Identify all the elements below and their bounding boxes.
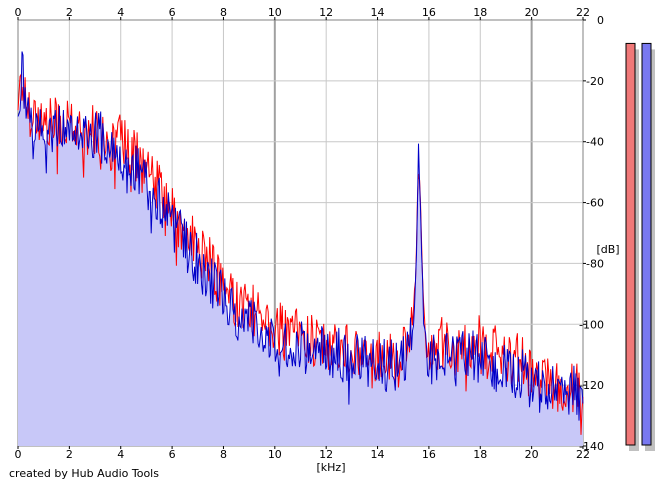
level-meters: [625, 42, 655, 452]
x-tick-label-bottom: 8: [220, 448, 227, 461]
x-tick-label-top: 0: [15, 6, 22, 19]
x-axis-label: [kHz]: [317, 461, 346, 474]
credit-text: created by Hub Audio Tools: [9, 467, 159, 480]
x-tick-label-top: 12: [319, 6, 333, 19]
spectrum-fill: [18, 51, 583, 446]
y-tick-label: -120: [579, 379, 604, 392]
series-line-right-channel: [17, 51, 584, 421]
x-tick-label-top: 10: [268, 6, 282, 19]
x-tick-label-bottom: 16: [422, 448, 436, 461]
x-tick-label-bottom: 18: [473, 448, 487, 461]
x-tick-label-bottom: 2: [66, 448, 73, 461]
x-tick-label-bottom: 4: [117, 448, 124, 461]
y-tick-label: -40: [586, 136, 604, 149]
y-axis-ticks: 0 -20 -40 -60 -80 -100 -120 -140: [579, 14, 604, 453]
y-tick-label: -80: [586, 257, 604, 270]
series-lines: [17, 51, 584, 435]
x-tick-label-top: 2: [66, 6, 73, 19]
x-tick-label-bottom: 20: [525, 448, 539, 461]
meter-left-bar: [625, 42, 636, 446]
spectrum-area-fill: [18, 51, 583, 446]
x-tick-label-bottom: 6: [169, 448, 176, 461]
y-tick-label: 0: [597, 14, 604, 27]
x-tick-label-top: 16: [422, 6, 436, 19]
x-tick-label-bottom: 14: [371, 448, 385, 461]
x-tick-label-top: 18: [473, 6, 487, 19]
x-tick-label-top: 8: [220, 6, 227, 19]
y-tick-label: -60: [586, 197, 604, 210]
x-tick-label-top: 20: [525, 6, 539, 19]
y-axis-label: [dB]: [596, 243, 619, 256]
x-tick-label-bottom: 10: [268, 448, 282, 461]
x-tick-label-top: 14: [371, 6, 385, 19]
x-tick-label-bottom: 0: [15, 448, 22, 461]
x-tick-label-top: 6: [169, 6, 176, 19]
x-tick-label-bottom: 12: [319, 448, 333, 461]
meter-right-bar: [641, 42, 652, 446]
y-tick-label: -100: [579, 318, 604, 331]
x-tick-label-top: 4: [117, 6, 124, 19]
y-tick-label: -20: [586, 75, 604, 88]
x-tick-label-top: 22: [576, 6, 590, 19]
x-tick-label-bottom: 22: [576, 448, 590, 461]
y-tick-label: -140: [579, 440, 604, 453]
